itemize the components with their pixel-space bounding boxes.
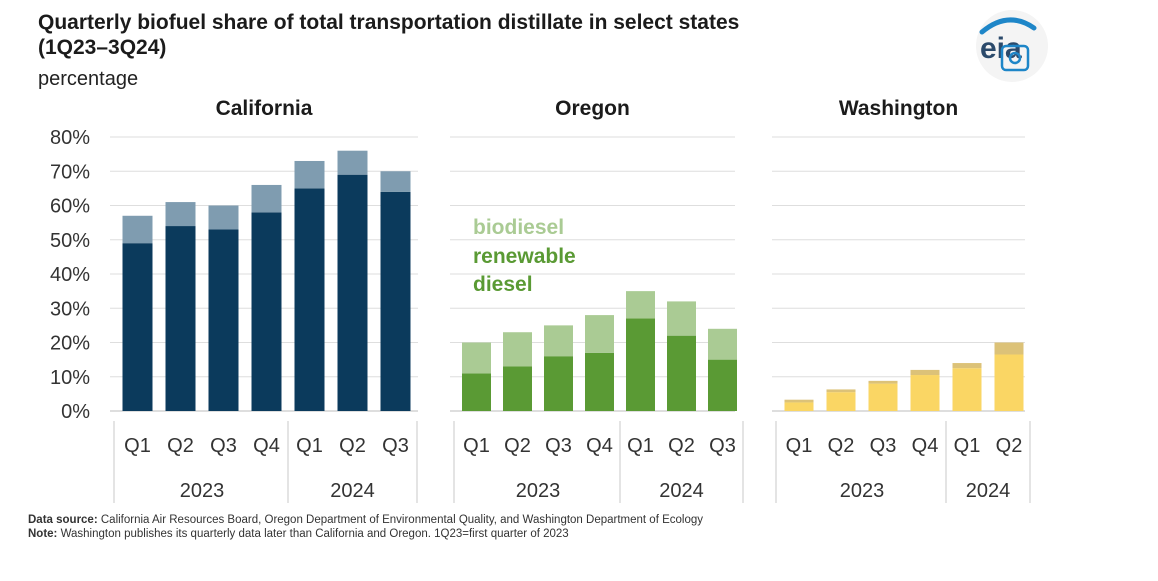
biodiesel-bar bbox=[910, 369, 940, 376]
units-label: percentage bbox=[38, 68, 139, 90]
y-tick-label: 40% bbox=[50, 264, 90, 286]
x-tick-label: Q2 bbox=[167, 435, 194, 457]
biodiesel-bar bbox=[380, 171, 411, 192]
y-tick-label: 30% bbox=[50, 298, 90, 320]
biodiesel-bar bbox=[952, 363, 982, 369]
y-tick-label: 0% bbox=[61, 401, 90, 423]
renewable-diesel-bar bbox=[994, 354, 1024, 411]
year-label: 2023 bbox=[180, 480, 225, 502]
chart-title: Quarterly biofuel share of total transpo… bbox=[38, 10, 938, 60]
biodiesel-bar bbox=[626, 291, 655, 319]
biodiesel-bar bbox=[165, 202, 196, 227]
x-tick-label: Q3 bbox=[870, 435, 897, 457]
data-source-label: Data source: bbox=[28, 514, 98, 526]
renewable-diesel-bar bbox=[251, 212, 282, 411]
renewable-diesel-bar bbox=[910, 375, 940, 411]
x-tick-label: Q4 bbox=[253, 435, 280, 457]
legend-renewable-diesel-line2: diesel bbox=[473, 273, 533, 296]
renewable-diesel-bar bbox=[208, 229, 239, 411]
x-tick-label: Q1 bbox=[627, 435, 654, 457]
x-tick-label: Q2 bbox=[339, 435, 366, 457]
oregon-panel-title: Oregon bbox=[555, 97, 630, 120]
biodiesel-bar bbox=[585, 315, 614, 353]
renewable-diesel-bar bbox=[868, 383, 898, 411]
x-tick-label: Q1 bbox=[463, 435, 490, 457]
note-text: Washington publishes its quarterly data … bbox=[57, 528, 569, 540]
y-tick-label: 80% bbox=[50, 127, 90, 149]
year-label: 2023 bbox=[840, 480, 885, 502]
washington-panel-title: Washington bbox=[839, 97, 958, 120]
x-tick-label: Q3 bbox=[382, 435, 409, 457]
renewable-diesel-bar bbox=[462, 373, 491, 411]
renewable-diesel-bar bbox=[952, 368, 982, 411]
renewable-diesel-bar bbox=[544, 356, 573, 411]
oregon-panel: Oregon Q1 Q2 Q3 Q4 Q1 Q2 Q3 2023 2024 bbox=[450, 97, 744, 503]
renewable-diesel-bar bbox=[626, 318, 655, 411]
biodiesel-bar bbox=[868, 380, 898, 384]
renewable-diesel-bar bbox=[784, 402, 814, 411]
biodiesel-bar bbox=[208, 205, 239, 230]
biodiesel-bar bbox=[994, 342, 1024, 355]
x-tick-label: Q3 bbox=[709, 435, 736, 457]
year-label: 2023 bbox=[516, 480, 561, 502]
renewable-diesel-bar bbox=[585, 352, 614, 411]
y-tick-label: 60% bbox=[50, 196, 90, 218]
x-tick-label: Q1 bbox=[786, 435, 813, 457]
renewable-diesel-bar bbox=[294, 188, 325, 411]
biodiesel-bar bbox=[122, 215, 153, 244]
note-label: Note: bbox=[28, 528, 58, 540]
x-tick-label: Q2 bbox=[668, 435, 695, 457]
camera-icon bbox=[1000, 44, 1030, 72]
renewable-diesel-bar bbox=[826, 392, 856, 411]
y-tick-label: 50% bbox=[50, 230, 90, 252]
california-panel-title: California bbox=[216, 97, 313, 120]
y-tick-label: 70% bbox=[50, 161, 90, 183]
biodiesel-bar bbox=[708, 328, 737, 360]
renewable-diesel-bar bbox=[337, 174, 368, 411]
chart-title-line1: Quarterly biofuel share of total transpo… bbox=[38, 11, 740, 34]
renewable-diesel-bar bbox=[708, 359, 737, 411]
y-tick-label: 10% bbox=[50, 367, 90, 389]
x-tick-label: Q4 bbox=[586, 435, 613, 457]
legend-renewable-diesel-line1: renewable bbox=[473, 245, 576, 268]
data-source: Data source: California Air Resources Bo… bbox=[28, 513, 1128, 527]
biodiesel-bar bbox=[503, 332, 532, 367]
biodiesel-bar bbox=[544, 325, 573, 357]
washington-panel: Washington Q1 Q2 Q3 Q4 Q1 Q2 2023 2024 bbox=[772, 97, 1031, 503]
x-tick-label: Q1 bbox=[296, 435, 323, 457]
x-tick-label: Q4 bbox=[912, 435, 939, 457]
year-label: 2024 bbox=[330, 480, 375, 502]
biodiesel-bar bbox=[667, 301, 696, 336]
renewable-diesel-bar bbox=[667, 335, 696, 411]
legend-biodiesel: biodiesel bbox=[473, 216, 564, 239]
data-source-text: California Air Resources Board, Oregon D… bbox=[97, 514, 703, 526]
x-tick-label: Q2 bbox=[504, 435, 531, 457]
x-tick-label: Q2 bbox=[828, 435, 855, 457]
y-tick-label: 20% bbox=[50, 333, 90, 355]
biodiesel-bar bbox=[784, 399, 814, 403]
biodiesel-bar bbox=[294, 160, 325, 189]
x-tick-label: Q1 bbox=[954, 435, 981, 457]
biodiesel-bar bbox=[251, 184, 282, 213]
california-panel: 0% 10% 20% 30% 40% 50% 60% 70% 80% California Q1 Q2… bbox=[50, 97, 418, 503]
year-label: 2024 bbox=[966, 480, 1011, 502]
renewable-diesel-bar bbox=[380, 191, 411, 411]
renewable-diesel-bar bbox=[503, 366, 532, 411]
x-tick-label: Q1 bbox=[124, 435, 151, 457]
eia-logo: eia bbox=[976, 10, 1048, 82]
note: Note: Washington publishes its quarterly… bbox=[28, 527, 1128, 541]
year-label: 2024 bbox=[659, 480, 704, 502]
x-tick-label: Q3 bbox=[210, 435, 237, 457]
x-tick-label: Q3 bbox=[545, 435, 572, 457]
biodiesel-bar bbox=[826, 389, 856, 393]
renewable-diesel-bar bbox=[165, 226, 196, 411]
legend: biodiesel renewable diesel bbox=[473, 216, 576, 296]
renewable-diesel-bar bbox=[122, 243, 153, 411]
chart-title-line2: (1Q23–3Q24) bbox=[38, 36, 167, 59]
biodiesel-bar bbox=[462, 342, 491, 374]
footer: Data source: California Air Resources Bo… bbox=[28, 513, 1128, 541]
chart-canvas: 0% 10% 20% 30% 40% 50% 60% 70% 80% California Q1 Q2… bbox=[50, 97, 1031, 503]
x-tick-label: Q2 bbox=[996, 435, 1023, 457]
biodiesel-bar bbox=[337, 150, 368, 175]
